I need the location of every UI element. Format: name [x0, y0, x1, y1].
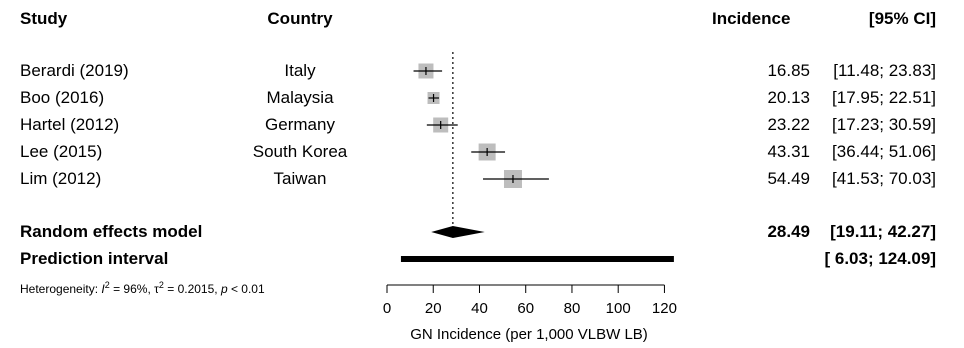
prediction-interval-ci: [ 6.03; 124.09] [824, 249, 936, 268]
study-incidence: 23.22 [767, 115, 810, 134]
x-axis-tick-label: 120 [652, 300, 677, 317]
study-ci: [36.44; 51.06] [832, 142, 936, 161]
random-effects-ci: [19.11; 42.27] [830, 222, 936, 241]
x-axis-tick-label: 60 [517, 300, 534, 317]
x-axis-tick-label: 0 [383, 300, 391, 317]
study-ci: [41.53; 70.03] [832, 169, 936, 188]
x-axis-tick-label: 20 [425, 300, 442, 317]
study-country: Italy [284, 61, 316, 80]
x-axis-tick-label: 40 [471, 300, 488, 317]
study-name: Lim (2012) [20, 169, 102, 188]
prediction-interval-bar [400, 256, 674, 262]
header-ci: [95% CI] [868, 9, 936, 28]
study-name: Lee (2015) [20, 142, 103, 161]
header-country: Country [267, 9, 333, 28]
study-incidence: 54.49 [767, 169, 810, 188]
study-ci: [17.23; 30.59] [832, 115, 936, 134]
random-effects-incidence: 28.49 [767, 222, 810, 241]
study-country: Taiwan [273, 169, 327, 188]
study-country: South Korea [252, 142, 348, 161]
header-incidence: Incidence [712, 9, 791, 28]
random-effects-label: Random effects model [20, 222, 203, 241]
x-axis-tick-label: 80 [564, 300, 581, 317]
study-name: Boo (2016) [20, 88, 105, 107]
study-country: Malaysia [266, 88, 334, 107]
study-name: Hartel (2012) [20, 115, 120, 134]
x-axis-label: GN Incidence (per 1,000 VLBW LB) [410, 326, 648, 343]
study-country: Germany [265, 115, 335, 134]
x-axis-tick-label: 100 [606, 300, 631, 317]
study-name: Berardi (2019) [20, 61, 129, 80]
study-incidence: 16.85 [767, 61, 810, 80]
study-incidence: 43.31 [767, 142, 810, 161]
header-study: Study [20, 9, 68, 28]
prediction-interval-label: Prediction interval [20, 249, 169, 268]
study-incidence: 20.13 [767, 88, 810, 107]
study-ci: [17.95; 22.51] [832, 88, 936, 107]
heterogeneity-stats: Heterogeneity: I2 = 96%, τ2 = 0.2015, p … [20, 280, 265, 296]
random-effects-diamond [431, 226, 485, 238]
study-ci: [11.48; 23.83] [833, 61, 936, 80]
